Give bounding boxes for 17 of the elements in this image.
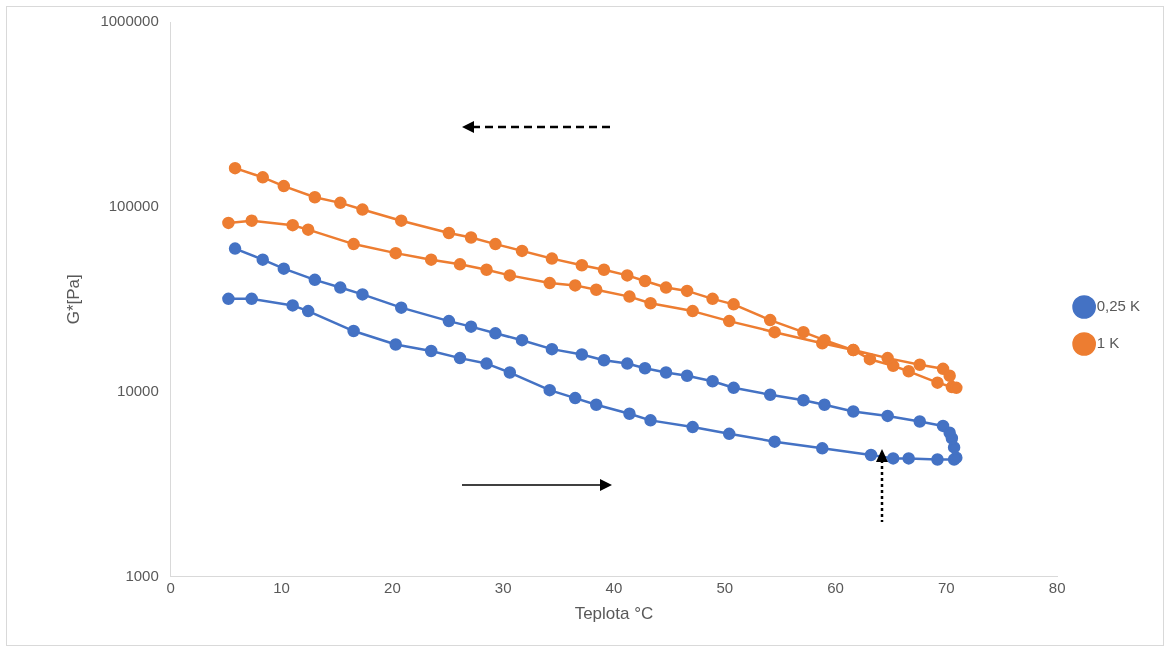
y-tick-label: 10000 <box>117 381 159 399</box>
x-tick-label: 50 <box>716 578 734 596</box>
x-axis-title: Teplota °C <box>574 604 654 624</box>
x-tick-label: 40 <box>605 578 623 596</box>
x-tick-label: 0 <box>166 578 175 596</box>
x-tick-label: 60 <box>827 578 844 596</box>
x-tick-label: 10 <box>273 578 290 596</box>
y-tick-label: 100000 <box>108 197 159 215</box>
x-tick-label: 80 <box>1048 578 1066 596</box>
x-tick-label: 30 <box>494 578 512 596</box>
y-axis-title: G*[Pa] <box>63 274 83 325</box>
x-tick-label: 20 <box>384 578 401 596</box>
x-tick-label: 70 <box>938 578 955 596</box>
legend-label: 0,25 K <box>1096 297 1141 315</box>
legend-label: 1 K <box>1096 334 1120 352</box>
y-tick-label: 1000000 <box>100 12 159 30</box>
y-tick-label: 1000 <box>125 566 159 584</box>
